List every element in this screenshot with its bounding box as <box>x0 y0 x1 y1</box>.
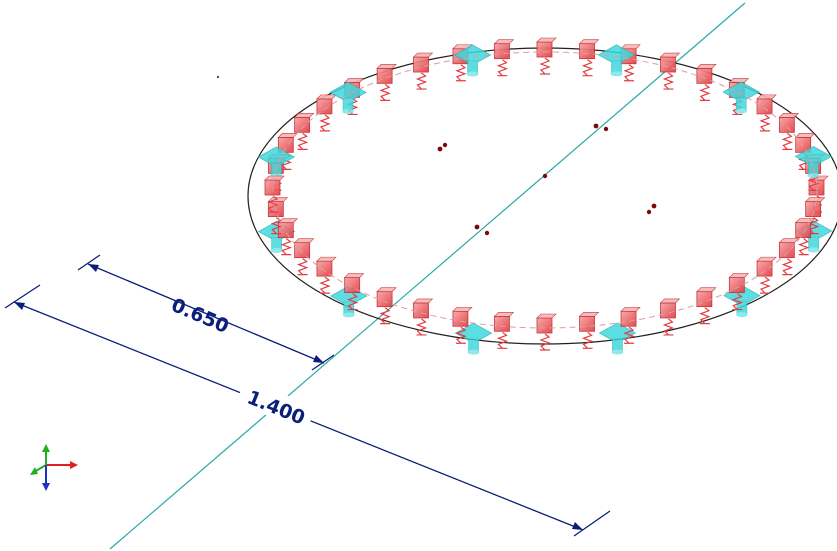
node[interactable] <box>542 173 548 179</box>
support[interactable] <box>597 44 636 77</box>
spring-element[interactable] <box>578 312 600 349</box>
spring-element[interactable] <box>293 113 315 150</box>
dimension-inner-label[interactable]: 0.650 <box>168 294 232 338</box>
spring-element[interactable] <box>316 256 337 294</box>
spring-element[interactable] <box>316 94 337 132</box>
spring-element[interactable] <box>452 306 473 344</box>
node[interactable] <box>216 75 220 79</box>
node[interactable] <box>484 230 490 236</box>
axis-line <box>109 2 746 550</box>
spring-element[interactable] <box>756 94 777 132</box>
spring-element[interactable] <box>412 52 434 90</box>
supports-layer <box>257 44 833 355</box>
spring-element[interactable] <box>536 313 557 351</box>
support[interactable] <box>722 81 761 114</box>
spring-element[interactable] <box>536 37 557 75</box>
spring-element[interactable] <box>267 197 289 235</box>
axes-indicator <box>30 444 78 491</box>
spring-element[interactable] <box>659 52 681 90</box>
spring-element[interactable] <box>493 312 515 349</box>
spring-element[interactable] <box>376 64 397 101</box>
interior-nodes <box>216 75 657 236</box>
spring-element[interactable] <box>756 256 777 294</box>
support[interactable] <box>329 81 367 114</box>
spring-ring-front <box>264 175 826 351</box>
spring-element[interactable] <box>659 298 681 336</box>
spring-element[interactable] <box>696 64 717 101</box>
spring-element[interactable] <box>728 273 750 311</box>
support[interactable] <box>453 44 492 77</box>
spring-element[interactable] <box>376 287 397 325</box>
node[interactable] <box>442 142 448 148</box>
spring-element[interactable] <box>778 238 800 276</box>
dimension-inner[interactable] <box>77 254 335 371</box>
node[interactable] <box>593 123 599 129</box>
spring-ring-path <box>272 51 818 329</box>
node[interactable] <box>474 224 480 230</box>
node[interactable] <box>603 126 609 132</box>
spring-element[interactable] <box>293 238 315 276</box>
node[interactable] <box>437 146 443 152</box>
dimension-outer-label-bg <box>235 378 317 432</box>
spring-element[interactable] <box>804 197 826 235</box>
node[interactable] <box>646 209 652 215</box>
spring-element[interactable] <box>578 39 600 77</box>
spring-element[interactable] <box>794 133 816 170</box>
spring-element[interactable] <box>493 39 515 77</box>
spring-element[interactable] <box>620 306 641 344</box>
support[interactable] <box>598 322 637 355</box>
spring-element[interactable] <box>778 113 800 150</box>
spring-ring-back <box>267 37 829 213</box>
node[interactable] <box>651 203 657 209</box>
